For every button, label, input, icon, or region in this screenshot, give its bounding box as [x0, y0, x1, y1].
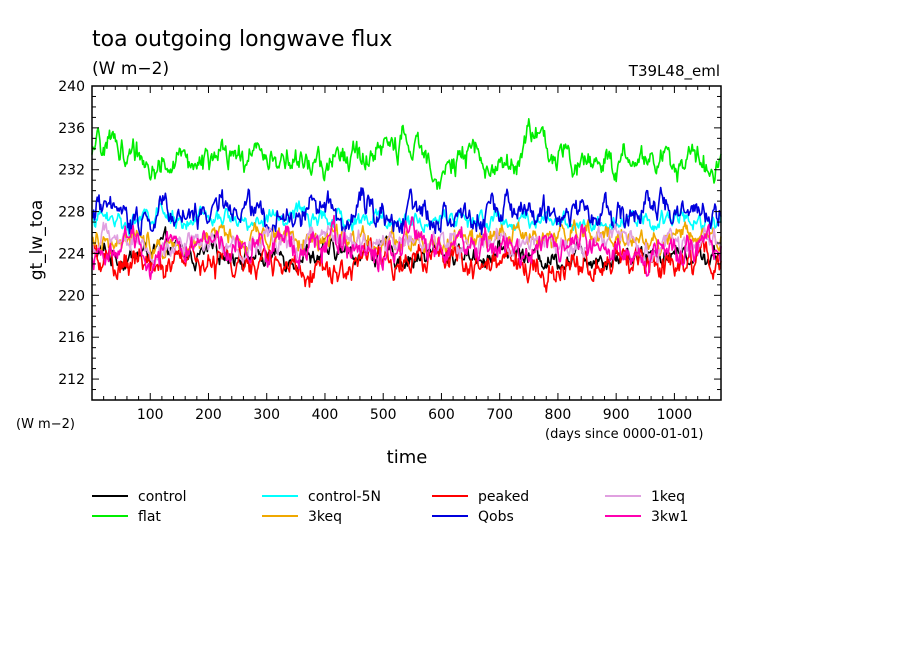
x-tick-label: 400 [312, 407, 339, 423]
y-tick-label: 228 [58, 205, 85, 221]
y-tick-label: 220 [58, 288, 85, 304]
y-tick-label: 224 [58, 246, 85, 262]
legend-label-Qobs: Qobs [478, 509, 514, 525]
x-tick-label: 1000 [657, 407, 693, 423]
series-line-1keq [91, 221, 722, 267]
y-axis-units: (W m−2) [16, 417, 75, 432]
legend-label-3keq: 3keq [308, 509, 342, 525]
x-axis-units: (days since 0000-01-01) [545, 427, 703, 442]
y-tick-label: 216 [58, 330, 85, 346]
y-axis-label: gt_lw_toa [27, 200, 47, 281]
chart-subtitle: (W m−2) [92, 59, 169, 79]
series-line-3kw1 [91, 214, 722, 280]
legend: control flat control-5N 3keq peaked Qobs 1keq 3… [92, 489, 688, 525]
x-tick-label: 700 [486, 407, 513, 423]
series-line-peaked [91, 237, 722, 293]
plot-frame [91, 85, 722, 401]
legend-label-3kw1: 3kw1 [651, 509, 688, 525]
legend-label-1keq: 1keq [651, 489, 685, 505]
x-tick-label: 600 [428, 407, 455, 423]
legend-label-flat: flat [138, 509, 161, 525]
x-tick-label: 900 [603, 407, 630, 423]
series-line-flat [91, 118, 722, 190]
x-tick-label: 300 [253, 407, 280, 423]
legend-label-control-5N: control-5N [308, 489, 381, 505]
chart-title: toa outgoing longwave flux [92, 27, 392, 52]
series-line-Qobs [92, 186, 722, 236]
run-label: T39L48_eml [628, 62, 720, 81]
x-tick-label: 200 [195, 407, 222, 423]
legend-label-peaked: peaked [478, 489, 529, 505]
legend-label-control: control [138, 489, 187, 505]
y-tick-label: 232 [58, 163, 85, 179]
x-axis-label: time [387, 447, 428, 468]
y-tick-label: 240 [58, 79, 85, 95]
x-tick-label: 100 [137, 407, 164, 423]
x-tick-label: 500 [370, 407, 397, 423]
y-tick-label: 236 [58, 121, 85, 137]
series-layer [91, 118, 722, 293]
x-tick-label: 800 [545, 407, 572, 423]
y-tick-label: 212 [58, 372, 85, 388]
